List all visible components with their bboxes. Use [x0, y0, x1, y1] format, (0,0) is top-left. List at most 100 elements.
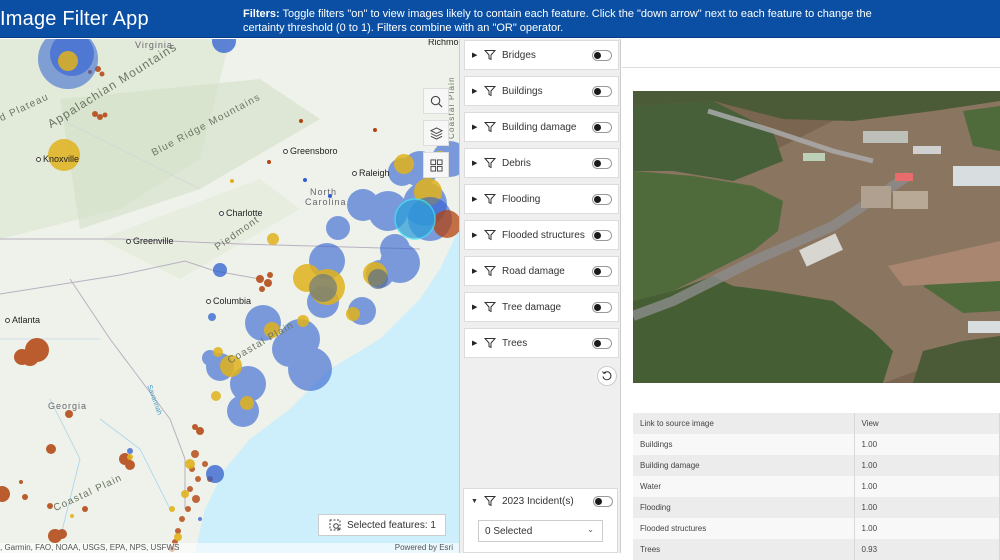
map-toolbar [423, 88, 449, 184]
table-row: Trees 0.93 [633, 539, 1000, 560]
map-canvas[interactable] [0, 39, 459, 553]
filter-road-damage[interactable]: ▶ Road damage [464, 256, 619, 286]
expand-caret-icon[interactable]: ▶ [472, 124, 478, 131]
incident-select[interactable]: 0 Selected ⌄ [478, 520, 603, 542]
map-label-charlotte: Charlotte [219, 208, 263, 218]
map-view[interactable]: Virginia Richmon Greensboro Raleigh Nort… [0, 39, 459, 553]
attribute-value: 0.93 [854, 539, 1000, 560]
filter-instructions-text: Toggle filters "on" to view images likel… [243, 8, 872, 34]
incident-filter: ▼ 2023 Incident(s) 0 Selected ⌄ [463, 488, 618, 553]
attribute-value: 1.00 [854, 476, 1000, 497]
attribute-name: Flooding [633, 497, 855, 518]
table-row: Water 1.00 [633, 476, 1000, 497]
filter-flooding[interactable]: ▶ Flooding [464, 184, 619, 214]
filter-funnel-icon [484, 50, 496, 61]
filter-panel: ▶ Bridges ▶ Buildings ▶ Building damage … [459, 39, 621, 553]
source-image-link[interactable]: View [854, 413, 1000, 434]
reset-filters-button[interactable] [597, 366, 617, 386]
filter-label: Flooded structures [502, 229, 585, 241]
map-label-greensboro: Greensboro [283, 146, 338, 156]
expand-caret-icon[interactable]: ▶ [472, 196, 478, 203]
filter-instructions: Filters: Toggle filters "on" to view ima… [243, 7, 883, 35]
filter-bridges[interactable]: ▶ Bridges [464, 40, 619, 70]
filter-buildings[interactable]: ▶ Buildings [464, 76, 619, 106]
filter-toggle[interactable] [592, 85, 612, 97]
expand-caret-icon[interactable]: ▶ [472, 340, 478, 347]
map-basemap-button[interactable] [423, 152, 449, 178]
expand-caret-icon[interactable]: ▶ [472, 268, 478, 275]
app-header: Image Filter App Filters: Toggle filters… [0, 0, 1000, 38]
attribute-name: Building damage [633, 455, 855, 476]
map-label-richmond: Richmon [428, 39, 459, 47]
map-label-knoxville: Knoxville [36, 154, 79, 164]
layers-icon [429, 126, 443, 140]
map-layers-button[interactable] [423, 120, 449, 146]
powered-by-esri[interactable]: Powered by Esri [394, 543, 453, 552]
filter-funnel-icon [484, 86, 496, 97]
aerial-photo[interactable] [633, 91, 1000, 383]
map-label-north: North [310, 187, 338, 197]
attribute-value: 1.00 [854, 434, 1000, 455]
filter-trees[interactable]: ▶ Trees [464, 328, 619, 358]
selected-features-button[interactable]: Selected features: 1 [318, 514, 446, 536]
reset-icon [602, 371, 612, 381]
attribution-text: , Garmin, FAO, NOAA, USGS, EPA, NPS, USF… [0, 543, 180, 552]
table-row: Buildings 1.00 [633, 434, 1000, 455]
filter-toggle[interactable] [592, 301, 612, 313]
flood-image [633, 91, 1000, 383]
filter-label: Debris [502, 157, 531, 169]
filter-toggle[interactable] [592, 193, 612, 205]
attribute-value: 1.00 [854, 455, 1000, 476]
incident-filter-header[interactable]: ▼ 2023 Incident(s) [464, 495, 619, 507]
attribute-name: Flooded structures [633, 518, 855, 539]
select-by-rectangle-icon [329, 519, 341, 531]
expand-caret-icon[interactable]: ▶ [472, 304, 478, 311]
filter-funnel-icon [484, 194, 496, 205]
map-search-button[interactable] [423, 88, 449, 114]
filter-label: Trees [502, 337, 528, 349]
detail-toolbar [622, 39, 1000, 68]
filter-toggle[interactable] [592, 157, 612, 169]
filter-toggle[interactable] [592, 121, 612, 133]
attribute-value: 1.00 [854, 518, 1000, 539]
map-label-columbia: Columbia [206, 296, 251, 306]
expand-caret-icon[interactable]: ▶ [472, 232, 478, 239]
filter-toggle[interactable] [592, 265, 612, 277]
filter-label: Building damage [502, 121, 577, 133]
filter-funnel-icon [483, 496, 496, 507]
map-label-atlanta: Atlanta [5, 315, 40, 325]
filter-tree-damage[interactable]: ▶ Tree damage [464, 292, 619, 322]
incident-filter-toggle[interactable] [593, 495, 613, 507]
map-label-carolina: Carolina [305, 197, 347, 207]
expand-caret-icon[interactable]: ▶ [472, 160, 478, 167]
map-label-virginia: Virginia [135, 40, 173, 50]
expand-caret-icon[interactable]: ▶ [472, 88, 478, 95]
attribute-value: 1.00 [854, 497, 1000, 518]
selected-features-label: Selected features: 1 [347, 519, 436, 531]
map-label-georgia: Georgia [48, 401, 88, 411]
filter-flooded-structures[interactable]: ▶ Flooded structures [464, 220, 619, 250]
attribute-name: Buildings [633, 434, 855, 455]
filter-building-damage[interactable]: ▶ Building damage [464, 112, 619, 142]
filter-funnel-icon [484, 158, 496, 169]
filter-funnel-icon [484, 338, 496, 349]
attribute-name: Link to source image [633, 413, 855, 434]
chevron-down-icon: ⌄ [587, 525, 594, 534]
expand-caret-icon[interactable]: ▶ [472, 52, 478, 59]
collapse-caret-icon[interactable]: ▼ [471, 497, 478, 505]
filter-label: Bridges [502, 49, 536, 61]
filter-funnel-icon [484, 302, 496, 313]
table-row: Flooding 1.00 [633, 497, 1000, 518]
attribute-table: Link to source image View Buildings 1.00… [633, 413, 1000, 560]
filter-toggle[interactable] [592, 337, 612, 349]
filter-instructions-label: Filters: [243, 8, 280, 20]
attribute-name: Water [633, 476, 855, 497]
filter-label: Road damage [502, 265, 565, 277]
filter-debris[interactable]: ▶ Debris [464, 148, 619, 178]
filter-funnel-icon [484, 230, 496, 241]
filter-toggle[interactable] [592, 229, 612, 241]
incident-filter-label: 2023 Incident(s) [501, 495, 574, 507]
search-icon [430, 95, 442, 107]
filter-toggle[interactable] [592, 49, 612, 61]
filter-funnel-icon [484, 122, 496, 133]
